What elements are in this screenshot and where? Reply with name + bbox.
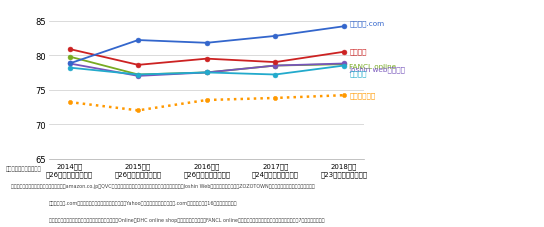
Text: ＜自社ブランド型＞オルビス、サントリーウエルネスOnline、DHC online shop、ドクターシーラボ、FANCL online、山田養蜂場、ユニクロオ: ＜自社ブランド型＞オルビス、サントリーウエルネスOnline、DHC onlin… [49, 217, 324, 222]
Text: 〔調査企業・ブランド〕: 〔調査企業・ブランド〕 [5, 166, 41, 171]
Text: ヨドバシ.com: ヨドバシ.com [349, 20, 385, 27]
Text: ビックカメラ.com、ベルーナ、ベルメゾン（千趣会）、Yahoo！ショッピング、ヨドバシ.com、楽天市場　（16企業・ブランド）: ビックカメラ.com、ベルーナ、ベルメゾン（千趣会）、Yahoo！ショッピング、… [49, 200, 238, 205]
Text: オルビス: オルビス [349, 49, 367, 55]
Text: 通販生活: 通販生活 [349, 71, 367, 77]
Text: 通信販売平均: 通信販売平均 [349, 92, 376, 99]
Text: FANCL online: FANCL online [349, 64, 397, 70]
Text: Joshin webショップ: Joshin webショップ [349, 66, 405, 72]
Text: ランキング対象　：　＜総合・モール型＞amazon.co.jp、QVCジャパン、ジャパネットたかた、ショップチャンネル、Joshin Webショップ、セシール、: ランキング対象 ： ＜総合・モール型＞amazon.co.jp、QVCジャパン、… [11, 183, 314, 188]
